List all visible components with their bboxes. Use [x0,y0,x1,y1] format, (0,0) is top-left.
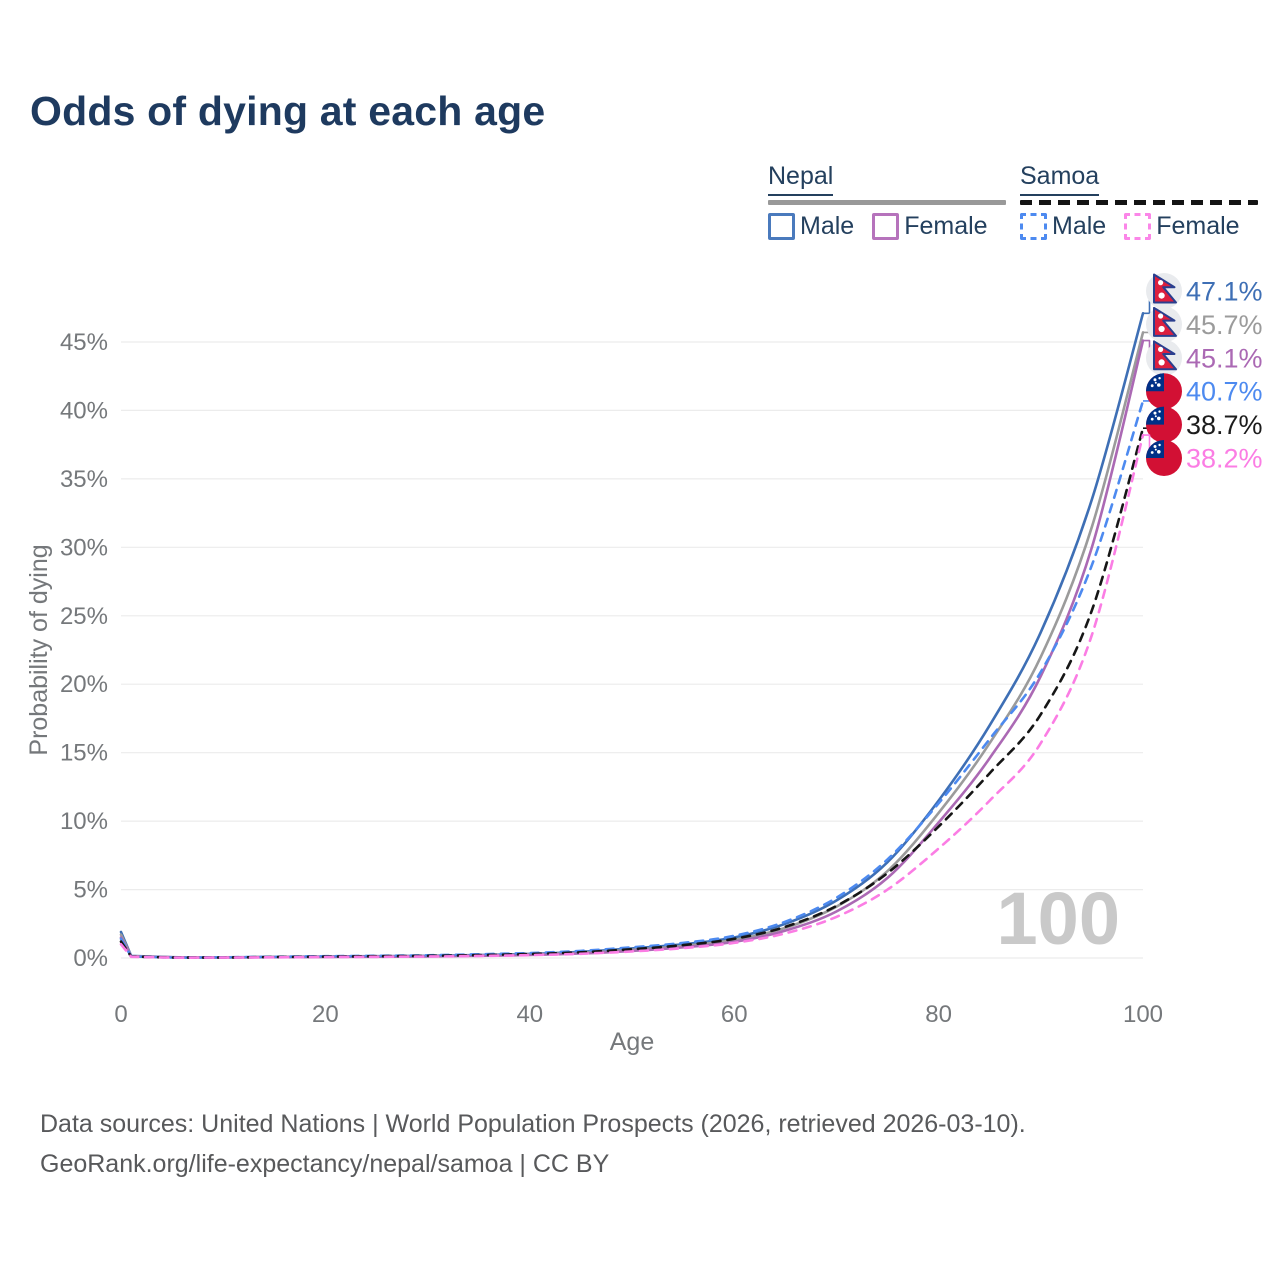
legend-item-nepal-female[interactable]: Female [872,212,988,241]
samoa-flag-icon [1146,406,1182,443]
nepal-flag-icon [1146,339,1182,376]
footer-line-2: GeoRank.org/life-expectancy/nepal/samoa … [40,1150,610,1178]
footer-line-1: Data sources: United Nations | World Pop… [40,1110,1026,1138]
nepal-flag-icon [1146,306,1182,343]
y-tick-label: 25% [60,603,108,630]
samoa-flag-icon [1146,440,1182,476]
legend-item-samoa-male[interactable]: Male [1020,212,1106,241]
end-value-label-nepal-male: 47.1% [1186,277,1263,307]
age-watermark: 100 [997,877,1120,960]
samoa-flag-icon [1146,373,1182,410]
end-value-label-nepal-female: 45.1% [1186,343,1263,373]
nepal-female-swatch [872,213,900,240]
series-line-samoa-female [119,433,1145,959]
samoa-male-swatch [1020,213,1047,240]
y-tick-label: 10% [60,808,108,835]
x-tick-label: 0 [114,1001,127,1028]
samoa-line-style-swatch [1020,200,1258,205]
nepal-flag-icon [1146,273,1182,309]
y-tick-label: 30% [60,534,108,561]
x-tick-label: 100 [1123,1001,1163,1028]
y-tick-label: 45% [60,329,108,356]
nepal-line-style-swatch [768,200,1006,205]
y-axis-title: Probability of dying [25,544,53,755]
x-tick-label: 40 [516,1001,543,1028]
series-line-nepal-female [119,339,1145,959]
legend-items-nepal: Male Female [768,212,1006,241]
end-value-label-samoa-average: 38.7% [1186,410,1263,440]
legend: Nepal Male Female Samoa Male [0,0,1280,260]
series-line-nepal-average [119,331,1145,959]
legend-country-samoa[interactable]: Samoa [1020,162,1100,196]
legend-country-samoa-head: Samoa [1020,162,1258,205]
page-title: Odds of dying at each age [30,88,546,134]
y-tick-label: 35% [60,466,108,493]
legend-country-nepal[interactable]: Nepal [768,162,834,196]
legend-group-nepal: Nepal Male Female [768,162,1006,241]
legend-items-samoa: Male Female [1020,212,1258,241]
y-tick-label: 15% [60,740,108,767]
end-value-label-nepal-average: 45.7% [1186,310,1263,340]
y-tick-label: 5% [73,877,108,904]
y-tick-label: 40% [60,397,108,424]
legend-label-nepal-male: Male [800,212,855,240]
legend-item-nepal-male[interactable]: Male [768,212,854,241]
series-line-samoa-male [119,399,1145,959]
x-tick-label: 20 [312,1001,339,1028]
end-value-label-samoa-male: 40.7% [1186,377,1263,407]
x-axis-title: Age [610,1028,654,1056]
legend-country-nepal-head: Nepal [768,162,1006,205]
legend-label-samoa-female: Female [1156,212,1240,240]
x-tick-label: 60 [721,1001,748,1028]
data-sources-footer: Data sources: United Nations | World Pop… [40,1104,1026,1184]
legend-label-samoa-male: Male [1052,212,1107,240]
legend-group-samoa: Samoa Male Female [1020,162,1258,241]
samoa-female-swatch [1124,213,1152,240]
legend-label-nepal-female: Female [904,212,988,240]
x-tick-label: 80 [925,1001,952,1028]
legend-item-samoa-female[interactable]: Female [1124,212,1240,241]
y-tick-label: 20% [60,671,108,698]
y-tick-label: 0% [73,945,108,972]
series-line-samoa-average [119,426,1145,959]
end-value-label-samoa-female: 38.2% [1186,444,1263,474]
nepal-male-swatch [768,213,795,240]
